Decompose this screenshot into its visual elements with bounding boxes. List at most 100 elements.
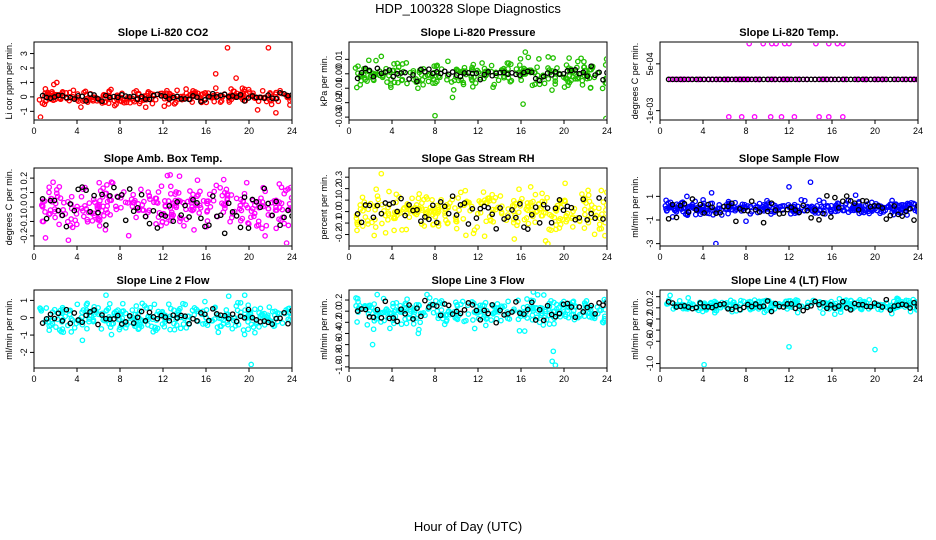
data-point — [424, 196, 431, 202]
data-point — [699, 308, 706, 315]
mean-point — [461, 307, 468, 313]
y-tick-label: -0.02 — [334, 92, 344, 113]
data-point — [695, 76, 702, 83]
data-point — [598, 187, 605, 194]
mean-point — [481, 307, 488, 314]
mean-point — [194, 94, 200, 101]
outlier-point — [212, 70, 219, 77]
y-tick-label: -0.8 — [334, 348, 344, 364]
data-point — [507, 61, 514, 68]
data-point — [470, 317, 476, 323]
x-tick-label: 12 — [158, 252, 168, 262]
x-tick-label: 8 — [743, 252, 748, 262]
mean-point — [544, 205, 551, 211]
mean-point — [540, 201, 547, 208]
data-point — [404, 80, 410, 87]
data-point — [400, 206, 407, 212]
data-point — [527, 184, 534, 190]
mean-point — [596, 195, 602, 201]
data-point — [438, 298, 445, 304]
data-point — [71, 324, 78, 331]
data-point — [167, 172, 174, 178]
outlier-point — [791, 114, 798, 119]
data-point — [601, 317, 606, 324]
mean-point — [414, 305, 420, 312]
mean-point — [701, 210, 708, 216]
mean-point — [756, 209, 763, 215]
data-point — [203, 314, 209, 321]
data-point — [511, 236, 518, 242]
data-point — [900, 201, 906, 208]
mean-point — [709, 204, 715, 211]
mean-point — [816, 216, 822, 223]
data-point — [685, 295, 692, 301]
data-point — [259, 225, 265, 232]
data-point — [519, 195, 525, 202]
data-point — [397, 309, 404, 315]
data-point — [276, 181, 283, 187]
mean-point — [604, 70, 606, 76]
mean-point — [370, 73, 377, 80]
data-point — [501, 67, 508, 73]
mean-point — [95, 321, 101, 328]
y-tick-label: 0.0 — [334, 205, 344, 218]
data-point — [551, 320, 557, 327]
mean-point — [705, 201, 712, 208]
mean-point — [473, 307, 480, 314]
x-tick-label: 0 — [346, 374, 351, 384]
data-point — [108, 86, 114, 93]
outlier-point — [265, 44, 272, 51]
data-point — [37, 305, 43, 311]
mean-point — [198, 215, 204, 222]
data-point — [261, 310, 268, 317]
mean-point — [839, 298, 846, 305]
data-point — [133, 303, 140, 309]
mean-point — [457, 73, 464, 80]
outlier-point — [550, 348, 557, 355]
data-points — [662, 179, 917, 245]
mean-point — [903, 208, 909, 215]
data-points — [665, 43, 917, 119]
data-point — [442, 207, 449, 213]
data-point — [549, 87, 555, 93]
data-point — [133, 214, 139, 221]
x-tick-label: 20 — [244, 126, 254, 136]
data-point — [83, 302, 90, 308]
outlier-point — [103, 292, 109, 299]
x-tick-label: 4 — [389, 374, 394, 384]
mean-point — [449, 69, 456, 75]
x-tick-label: 16 — [827, 374, 837, 384]
mean-point — [600, 302, 606, 309]
mean-point — [780, 210, 787, 217]
mean-point — [733, 303, 739, 310]
data-point — [521, 328, 528, 334]
data-point — [224, 191, 231, 197]
x-tick-label: 16 — [201, 374, 211, 384]
y-axis-label: ml/min per min. — [630, 176, 640, 238]
mean-point — [576, 304, 583, 310]
y-tick-label: 2 — [19, 65, 29, 70]
mean-point — [665, 215, 672, 222]
data-point — [486, 195, 493, 202]
data-point — [534, 314, 540, 321]
data-point — [228, 214, 235, 221]
outlier-point — [767, 114, 774, 119]
data-point — [365, 57, 372, 64]
mean-point — [67, 320, 74, 327]
data-point — [404, 296, 410, 303]
mean-point — [162, 93, 169, 100]
data-point — [42, 209, 48, 215]
mean-point — [47, 311, 54, 318]
data-point — [411, 309, 418, 315]
panel-title: Slope Gas Stream RH — [421, 153, 534, 165]
mean-point — [111, 184, 117, 191]
y-tick-label: -0.01 — [334, 78, 344, 99]
data-point — [289, 96, 291, 103]
mean-point — [146, 309, 153, 316]
data-point — [390, 300, 396, 307]
data-point — [279, 320, 286, 326]
outlier-point — [241, 292, 248, 299]
data-point — [845, 209, 852, 216]
data-point — [460, 215, 467, 222]
mean-point — [792, 207, 799, 213]
